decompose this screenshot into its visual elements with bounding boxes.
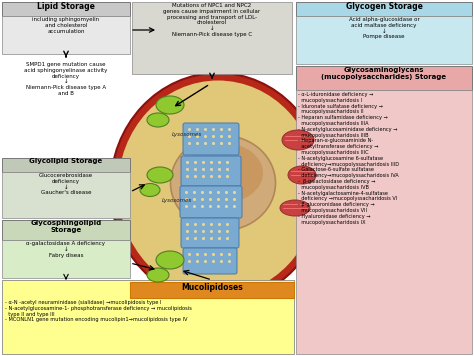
Ellipse shape [147, 268, 169, 282]
Bar [130, 282, 294, 298]
Bar [2, 158, 130, 172]
Ellipse shape [280, 200, 310, 216]
FancyBboxPatch shape [180, 186, 242, 218]
Text: Acid alpha-glucosidase or
acid maltase deficiency
↓
Pompe disease: Acid alpha-glucosidase or acid maltase d… [348, 17, 419, 40]
Text: Mutations of NPC1 and NPC2
genes cause impairment in cellular
processing and tra: Mutations of NPC1 and NPC2 genes cause i… [164, 3, 261, 37]
Text: including sphingomyelin
and cholesterol
accumulation: including sphingomyelin and cholesterol … [32, 17, 100, 33]
Text: Lysosomes: Lysosomes [162, 198, 192, 203]
Ellipse shape [288, 166, 316, 184]
Text: - α-N -acetyl neuraminidase (sialidase) →mucolipidosis type I
- N-acetylglucosam: - α-N -acetyl neuraminidase (sialidase) … [5, 300, 192, 323]
Bar [2, 16, 130, 54]
Bar [296, 66, 472, 90]
Ellipse shape [147, 113, 169, 127]
Text: Lysosomes: Lysosomes [172, 132, 202, 137]
Ellipse shape [110, 73, 326, 303]
Bar [2, 2, 130, 16]
Bar [296, 2, 472, 16]
Bar [2, 172, 130, 218]
Bar [2, 240, 130, 278]
Text: Glycolipid Storage: Glycolipid Storage [29, 158, 103, 164]
Text: Glycogen Storage: Glycogen Storage [346, 2, 422, 11]
Text: α-galactosidase A deficiency
↓
Fabry diseas: α-galactosidase A deficiency ↓ Fabry dis… [27, 241, 106, 258]
Text: Lipid Storage: Lipid Storage [37, 2, 95, 11]
Text: Glycosaminoglycans
(mucopolysaccharides) Storage: Glycosaminoglycans (mucopolysaccharides)… [321, 67, 447, 80]
Bar [296, 16, 472, 64]
Text: - α-L-iduronidase deficiency →
  mucopolyssacharidosis I
- Iduronate sulfatase d: - α-L-iduronidase deficiency → mucopolys… [298, 92, 399, 225]
Bar [132, 2, 292, 74]
Text: Mucolipidoses: Mucolipidoses [181, 283, 243, 292]
Bar [2, 280, 294, 354]
Text: SMPD1 gene mutation cause
acid sphingonyelinase activity
deficiency
↓
Niemann-Pi: SMPD1 gene mutation cause acid sphingony… [24, 62, 108, 96]
Bar [296, 90, 472, 354]
Ellipse shape [147, 167, 173, 183]
Ellipse shape [156, 96, 184, 114]
FancyBboxPatch shape [181, 218, 239, 248]
Ellipse shape [156, 251, 184, 269]
FancyBboxPatch shape [183, 123, 239, 155]
Ellipse shape [140, 183, 160, 197]
Ellipse shape [171, 136, 275, 230]
Text: Glucocerebrosidase
deficiency
↓
Gaucher's disease: Glucocerebrosidase deficiency ↓ Gaucher'… [39, 173, 93, 195]
FancyBboxPatch shape [181, 156, 241, 186]
Text: Glycosphingolipid
Storage: Glycosphingolipid Storage [30, 220, 101, 233]
FancyBboxPatch shape [183, 248, 237, 274]
Bar [2, 220, 130, 240]
Ellipse shape [118, 80, 318, 295]
Ellipse shape [183, 143, 263, 203]
Ellipse shape [282, 130, 314, 150]
